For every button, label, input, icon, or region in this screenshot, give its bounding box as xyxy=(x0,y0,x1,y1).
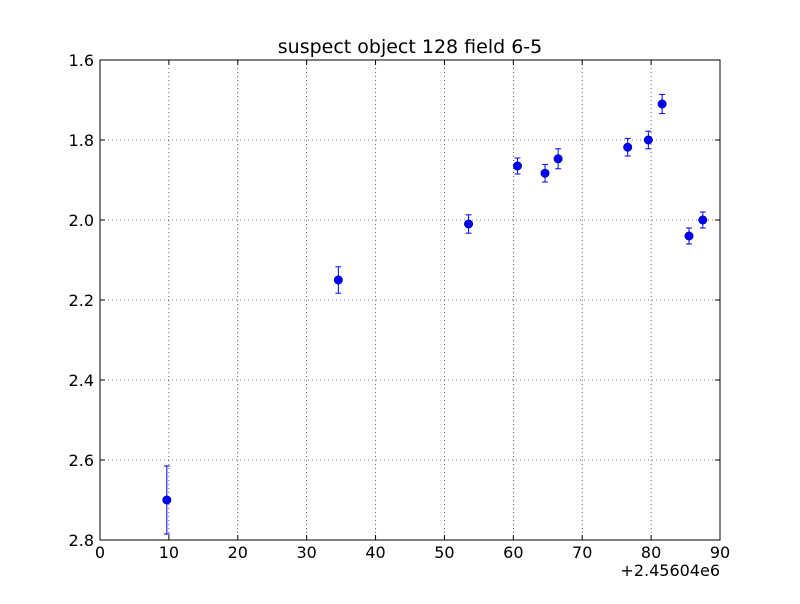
data-point xyxy=(464,219,474,229)
data-point xyxy=(553,154,563,164)
data-point xyxy=(643,135,653,145)
data-point xyxy=(684,231,694,241)
y-tick-label: 2.0 xyxy=(69,211,94,230)
x-tick-label: 50 xyxy=(434,543,454,562)
data-point xyxy=(333,275,343,285)
data-point xyxy=(540,168,550,178)
x-tick-label: 0 xyxy=(95,543,105,562)
x-axis-offset-label: +2.45604e6 xyxy=(620,561,720,580)
chart-title: suspect object 128 field 6-5 xyxy=(278,36,543,58)
y-tick-label: 2.8 xyxy=(69,531,94,550)
x-tick-label: 40 xyxy=(365,543,385,562)
data-point xyxy=(512,161,522,171)
data-point xyxy=(698,215,708,225)
x-tick-label: 80 xyxy=(641,543,661,562)
y-tick-label: 2.4 xyxy=(69,371,94,390)
data-point xyxy=(657,99,667,109)
axis-ticks: 0 10 20 30 40 50 60 70 80 90 1.6 1.8 2.0 2.2 2.4 2.6 2.8 xyxy=(69,51,731,562)
x-tick-label: 70 xyxy=(572,543,592,562)
data-point xyxy=(162,495,172,505)
x-tick-label: 20 xyxy=(228,543,248,562)
x-tick-label: 60 xyxy=(503,543,523,562)
y-tick-label: 1.8 xyxy=(69,131,94,150)
y-tick-label: 1.6 xyxy=(69,51,94,70)
x-tick-label: 90 xyxy=(710,543,730,562)
data-point xyxy=(623,142,633,152)
data-points xyxy=(162,93,708,535)
x-tick-label: 30 xyxy=(296,543,316,562)
y-tick-label: 2.6 xyxy=(69,451,94,470)
y-tick-label: 2.2 xyxy=(69,291,94,310)
x-tick-label: 10 xyxy=(159,543,179,562)
